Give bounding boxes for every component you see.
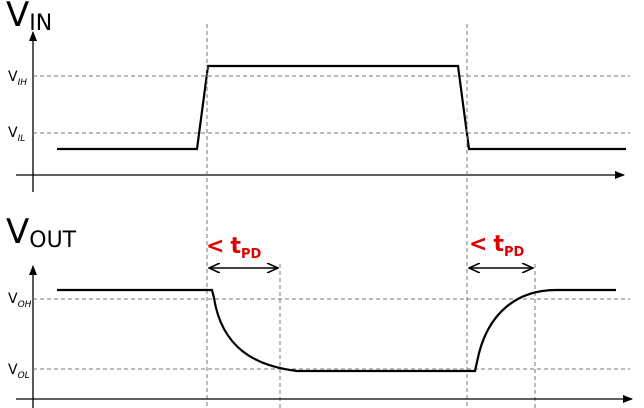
vol-label: VOL [8,362,30,381]
vin-waveform [57,64,626,151]
vout-waveform [57,288,616,373]
voh-label: VOH [8,291,32,310]
vout-plot: VOUT VOH VOL < tPD < tPD [6,212,633,408]
vin-plot: VIN VIH VIL [6,0,630,192]
vout-label: VOUT [6,212,77,253]
vin-label: VIN [6,0,52,36]
tpd-fall-label: < tPD [206,234,261,262]
vil-label: VIL [8,125,25,144]
tpd-rise-label: < tPD [469,232,524,260]
vih-label: VIH [8,69,27,88]
